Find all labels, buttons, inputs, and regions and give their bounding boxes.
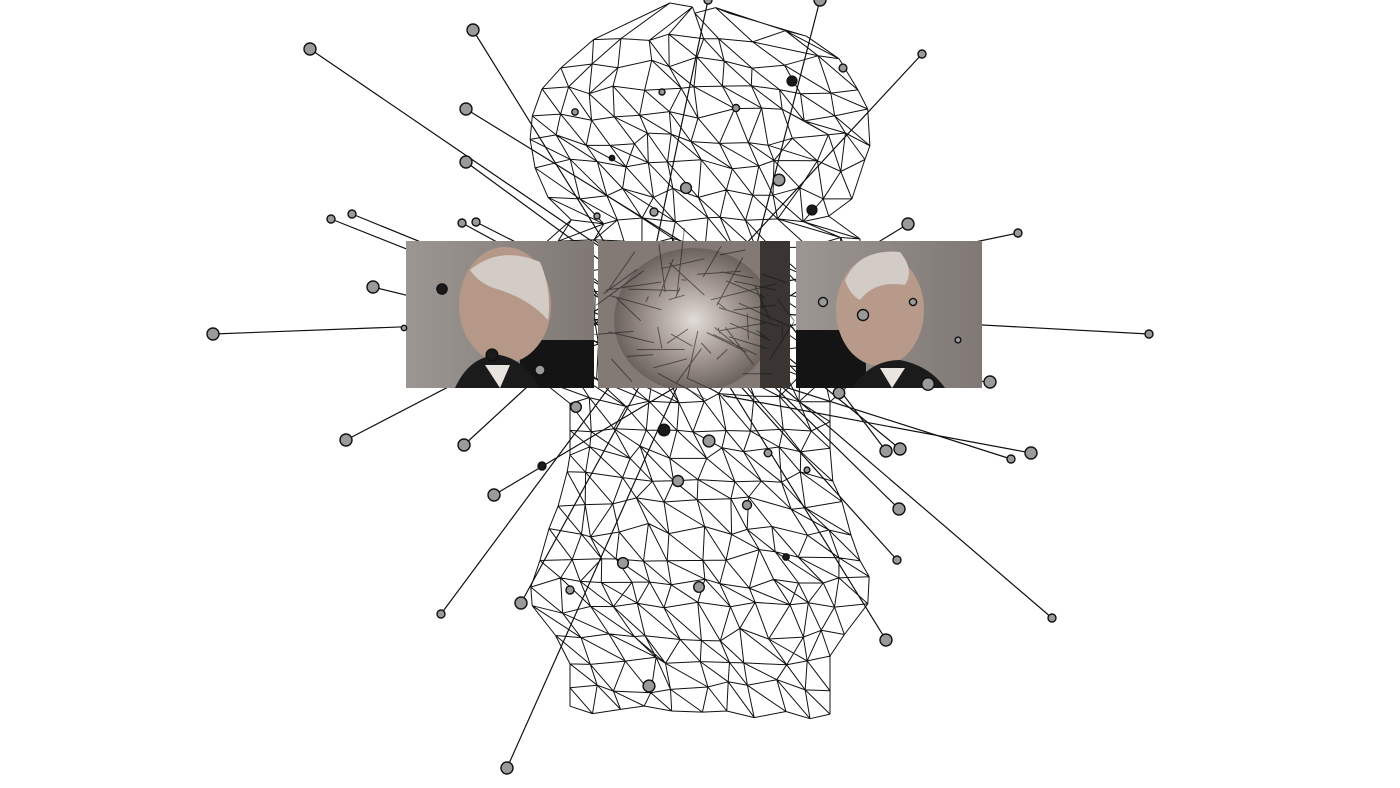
landmark-node <box>703 0 713 5</box>
landmark-node <box>983 375 997 389</box>
landmark-node <box>534 364 546 376</box>
landmark-node <box>616 556 630 570</box>
landmark-node <box>326 214 336 224</box>
landmark-node <box>339 433 353 447</box>
landmark-node <box>303 42 317 56</box>
landmark-node <box>565 585 575 595</box>
landmark-node <box>1047 613 1057 623</box>
connector-line <box>493 378 690 496</box>
landmark-node <box>679 181 693 195</box>
landmark-node <box>921 377 935 391</box>
landmark-node <box>1006 454 1016 464</box>
landmark-node <box>608 154 616 162</box>
landmark-node <box>571 108 579 116</box>
face-mesh-overlay <box>594 227 795 401</box>
landmark-node <box>731 103 741 113</box>
landmark-node <box>702 434 716 448</box>
landmark-node <box>813 0 827 7</box>
landmark-node <box>457 438 471 452</box>
landmark-node <box>500 761 514 775</box>
landmark-node <box>892 555 902 565</box>
landmark-node <box>908 297 918 307</box>
landmark-node <box>879 444 893 458</box>
landmark-node <box>741 499 753 511</box>
landmark-node <box>803 466 811 474</box>
landmark-node <box>457 218 467 228</box>
landmark-node <box>649 207 659 217</box>
landmark-node <box>838 63 848 73</box>
landmark-node <box>901 217 915 231</box>
landmark-node <box>786 75 798 87</box>
landmark-node <box>671 474 685 488</box>
connector-line <box>520 376 645 604</box>
landmark-node <box>537 461 547 471</box>
face-photo-left-profile <box>406 241 594 388</box>
landmark-node <box>1144 329 1154 339</box>
landmark-node <box>892 502 906 516</box>
landmark-node <box>459 155 473 169</box>
landmark-node <box>471 217 481 227</box>
connector-line <box>746 374 1012 460</box>
landmark-node <box>693 581 706 594</box>
landmark-node <box>782 553 790 561</box>
landmark-node <box>856 308 870 322</box>
landmark-node <box>658 88 666 96</box>
landmark-node <box>485 348 499 362</box>
landmark-node <box>436 609 446 619</box>
landmark-node <box>1024 446 1038 460</box>
connector-line <box>651 0 709 264</box>
landmark-node <box>206 327 220 341</box>
landmark-node <box>436 283 448 295</box>
landmark-node <box>514 596 528 610</box>
face-photo-right-profile <box>796 241 982 388</box>
landmark-node <box>593 212 601 220</box>
landmark-node <box>954 336 962 344</box>
landmark-node <box>657 423 671 437</box>
connector-line <box>722 394 1032 454</box>
landmark-node <box>763 448 773 458</box>
face-mesh-lines <box>594 227 795 401</box>
landmark-node <box>642 679 656 693</box>
landmark-node <box>832 386 846 400</box>
landmark-node <box>366 280 380 294</box>
landmark-node <box>917 49 927 59</box>
landmark-node <box>879 633 893 647</box>
landmark-node <box>400 324 408 332</box>
landmark-node <box>1013 228 1023 238</box>
landmark-node <box>806 204 818 216</box>
landmark-node <box>466 23 480 37</box>
landmark-node <box>893 442 907 456</box>
landmark-node <box>570 401 583 414</box>
landmark-node <box>459 102 473 116</box>
landmark-node <box>347 209 357 219</box>
landmark-node <box>772 173 786 187</box>
landmark-nodes <box>206 0 1154 775</box>
landmark-node <box>817 296 829 308</box>
landmark-node <box>487 488 501 502</box>
